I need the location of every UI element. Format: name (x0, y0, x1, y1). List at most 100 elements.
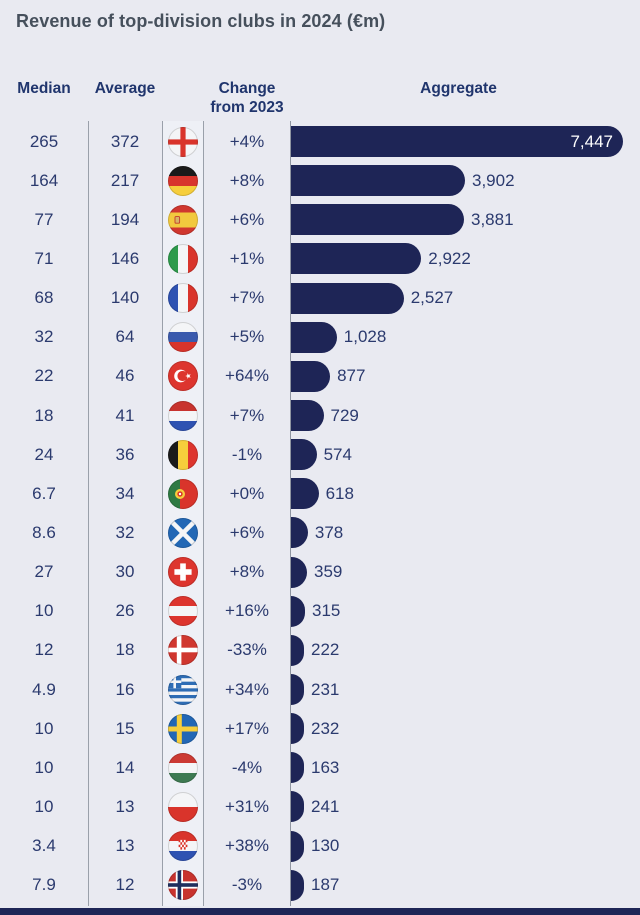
average-value: 140 (110, 288, 140, 308)
aggregate-bar (291, 634, 304, 666)
aggregate-bar (291, 595, 305, 627)
aggregate-bar (291, 791, 304, 823)
belgium-flag-icon (162, 439, 203, 470)
aggregate-bar (291, 752, 304, 784)
table-row: 68 140 +7% 2,527 (0, 279, 640, 318)
column-header-aggregate: Aggregate (420, 80, 497, 97)
aggregate-value: 130 (311, 836, 340, 856)
average-value: 15 (115, 718, 135, 738)
aggregate-bar (291, 282, 404, 314)
change-value: +5% (229, 327, 265, 347)
median-value: 68 (34, 288, 54, 308)
england-flag-icon (162, 126, 203, 157)
table-row: 10 14 -4% 163 (0, 748, 640, 787)
median-value: 27 (34, 562, 54, 582)
table-row: 7.9 12 -3% 187 (0, 866, 640, 905)
hungary-flag-icon (162, 752, 203, 783)
aggregate-bar (291, 165, 465, 197)
aggregate-value: 574 (323, 444, 352, 464)
scotland-flag-icon (162, 517, 203, 548)
average-value: 13 (115, 796, 135, 816)
column-divider (88, 121, 89, 906)
table-row: 32 64 +5% 1,028 (0, 318, 640, 357)
table-row: 8.6 32 +6% 378 (0, 513, 640, 552)
aggregate-bar (291, 674, 304, 706)
table-row: 22 46 +64% 877 (0, 357, 640, 396)
germany-flag-icon (162, 165, 203, 196)
aggregate-bar-cell: 3,881 (291, 200, 640, 239)
croatia-flag-icon (162, 831, 203, 862)
column-header-median: Median (17, 80, 71, 97)
column-header-average: Average (94, 80, 156, 97)
average-value: 64 (115, 327, 135, 347)
aggregate-bar (291, 830, 304, 862)
aggregate-bar (291, 400, 324, 432)
median-value: 6.7 (32, 483, 56, 503)
average-value: 194 (110, 209, 140, 229)
aggregate-bar-cell: 231 (291, 670, 640, 709)
table-row: 164 217 +8% 3,902 (0, 161, 640, 200)
netherlands-flag-icon (162, 400, 203, 431)
column-header-change-line2: from 2023 (210, 99, 284, 116)
aggregate-bar-cell: 359 (291, 553, 640, 592)
average-value: 36 (115, 444, 135, 464)
change-value: -4% (231, 757, 263, 777)
aggregate-bar-cell: 618 (291, 474, 640, 513)
column-header-change-line1: Change (218, 80, 276, 97)
median-value: 77 (34, 209, 54, 229)
aggregate-bar (291, 517, 308, 549)
aggregate-bar-cell: 574 (291, 435, 640, 474)
column-header-change: Change from 2023 (203, 79, 291, 117)
sweden-flag-icon (162, 713, 203, 744)
italy-flag-icon (162, 243, 203, 274)
greece-flag-icon (162, 674, 203, 705)
median-value: 32 (34, 327, 54, 347)
aggregate-value: 3,881 (471, 209, 514, 229)
median-value: 71 (34, 248, 54, 268)
bar-axis-line (290, 121, 291, 906)
change-value: +34% (225, 679, 269, 699)
aggregate-bar (291, 439, 317, 471)
aggregate-value: 315 (312, 601, 341, 621)
denmark-flag-icon (162, 635, 203, 666)
aggregate-bar-cell: 877 (291, 357, 640, 396)
change-value: +31% (225, 796, 269, 816)
aggregate-value: 163 (311, 757, 340, 777)
aggregate-value: 187 (311, 875, 340, 895)
aggregate-value: 3,902 (472, 170, 515, 190)
change-value: +7% (229, 288, 265, 308)
aggregate-bar-cell: 130 (291, 827, 640, 866)
average-value: 16 (115, 679, 135, 699)
change-value: +4% (229, 131, 265, 151)
aggregate-value: 2,922 (428, 248, 471, 268)
country-rows: 265 372 +4% 7,447 164 217 +8% 3,902 77 194 +6% 3,88… (0, 122, 640, 905)
average-value: 34 (115, 483, 135, 503)
change-value: +8% (229, 562, 265, 582)
aggregate-bar (291, 713, 304, 745)
aggregate-value: 7,447 (570, 131, 613, 151)
table-row: 77 194 +6% 3,881 (0, 200, 640, 239)
median-value: 10 (34, 601, 54, 621)
change-value: -33% (227, 640, 267, 660)
table-row: 27 30 +8% 359 (0, 553, 640, 592)
table-row: 3.4 13 +38% 130 (0, 827, 640, 866)
average-value: 12 (115, 875, 135, 895)
change-value: -1% (231, 444, 263, 464)
austria-flag-icon (162, 596, 203, 627)
average-value: 46 (115, 366, 135, 386)
aggregate-value: 729 (330, 405, 359, 425)
aggregate-value: 877 (337, 366, 366, 386)
aggregate-bar (291, 321, 337, 353)
median-value: 18 (34, 405, 54, 425)
aggregate-bar-cell: 187 (291, 866, 640, 905)
median-value: 24 (34, 444, 54, 464)
average-value: 41 (115, 405, 135, 425)
change-value: +6% (229, 522, 265, 542)
aggregate-value: 241 (311, 796, 340, 816)
median-value: 12 (34, 640, 54, 660)
column-divider (203, 121, 204, 906)
average-value: 14 (115, 757, 135, 777)
table-row: 12 18 -33% 222 (0, 631, 640, 670)
aggregate-bar-cell: 2,922 (291, 239, 640, 278)
